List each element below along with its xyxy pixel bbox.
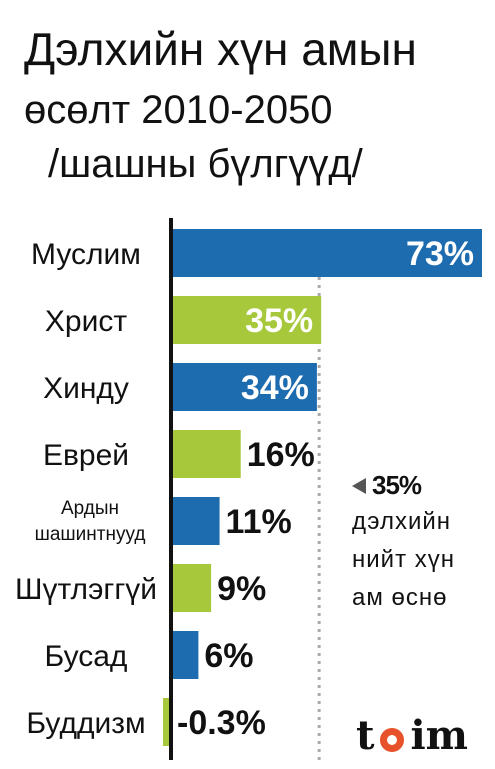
value-label-6: 6% [204,637,253,675]
lifebuoy-icon [380,727,405,752]
value-label-0: 73% [406,235,474,273]
category-label-4-1: шашинтнууд [35,524,146,545]
bar-3 [173,430,241,478]
toim-logo: t im [356,712,468,759]
bar-0 [173,229,482,277]
bar-7 [163,698,169,746]
category-label-5: Шүтлэггүй [15,573,157,606]
bar-6 [173,631,199,679]
reference-text-3: ам өснө [352,584,448,611]
bar-1 [173,296,322,344]
value-label-4: 11% [226,503,292,541]
value-label-7: -0.3% [177,704,266,742]
reference-note: 35% дэлхийн нийт хүн ам өснө [352,470,455,615]
category-label-2: Хинду [43,372,129,405]
value-label-2: 34% [241,369,309,407]
reference-text-1: дэлхийн [352,508,452,535]
logo-text-right: im [410,712,469,759]
reference-text-2: нийт хүн [352,546,455,573]
bar-4 [173,497,220,545]
logo-text-left: t [356,712,375,759]
category-label-1: Христ [45,305,127,338]
value-label-5: 9% [217,570,266,608]
chart-title-line-1: Дэлхийн хүн амын [24,23,417,75]
category-label-4-0: Ардын [61,498,119,519]
chart-title-line-3: /шашны бүлгүүд/ [48,142,363,186]
bar-5 [173,564,212,612]
category-label-0: Муслим [31,238,141,271]
reference-value: 35% [372,470,422,500]
category-label-7: Буддизм [26,707,145,740]
chart-title-line-2: өсөлт 2010-2050 [24,88,333,132]
category-label-3: Еврей [43,439,129,472]
reference-pointer-icon [352,477,366,494]
value-label-1: 35% [245,302,313,340]
category-label-6: Бусад [45,640,128,673]
bar-2 [173,363,317,411]
value-label-3: 16% [247,436,315,474]
